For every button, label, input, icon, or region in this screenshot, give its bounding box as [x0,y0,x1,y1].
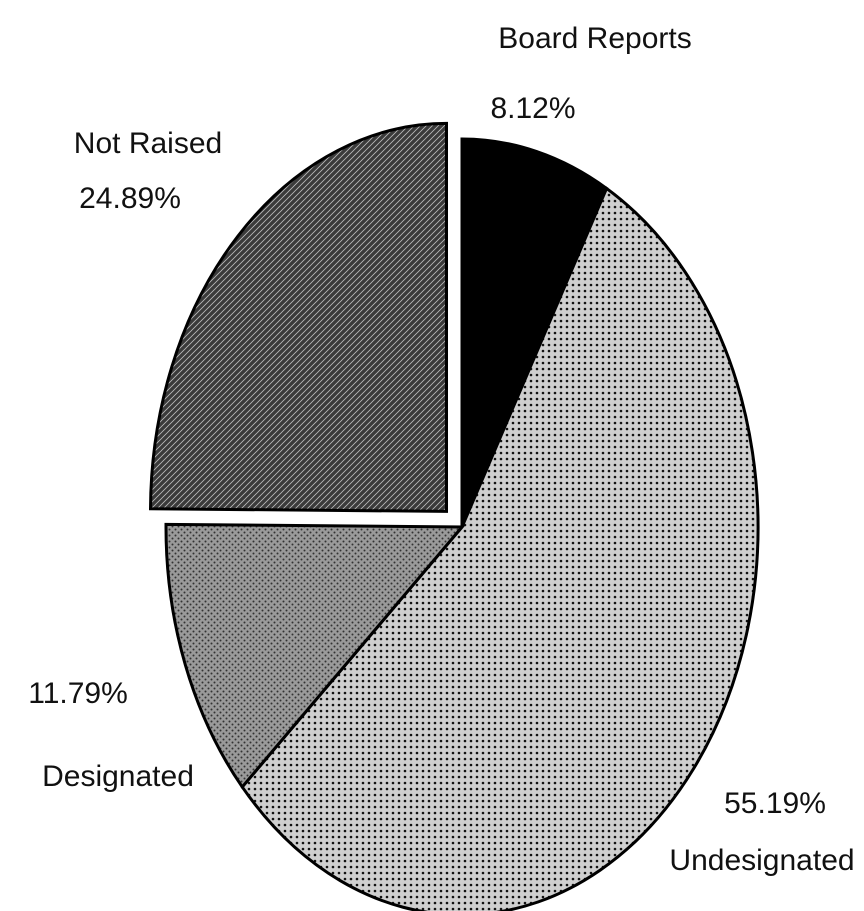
pie-slice [460,137,609,528]
slice-label: Board Reports [498,22,691,55]
pie-slice [164,522,466,790]
slice-label: Designated [42,760,194,793]
pie-slice [148,121,448,513]
value-label: 11.79% [28,677,128,710]
slice-label: Not Raised [74,127,222,160]
value-label: 8.12% [490,92,575,125]
pie-slice [240,186,760,911]
value-label: 24.89% [79,182,181,215]
value-label: 55.19% [724,787,826,820]
slice-label: Undesignated [669,844,854,877]
